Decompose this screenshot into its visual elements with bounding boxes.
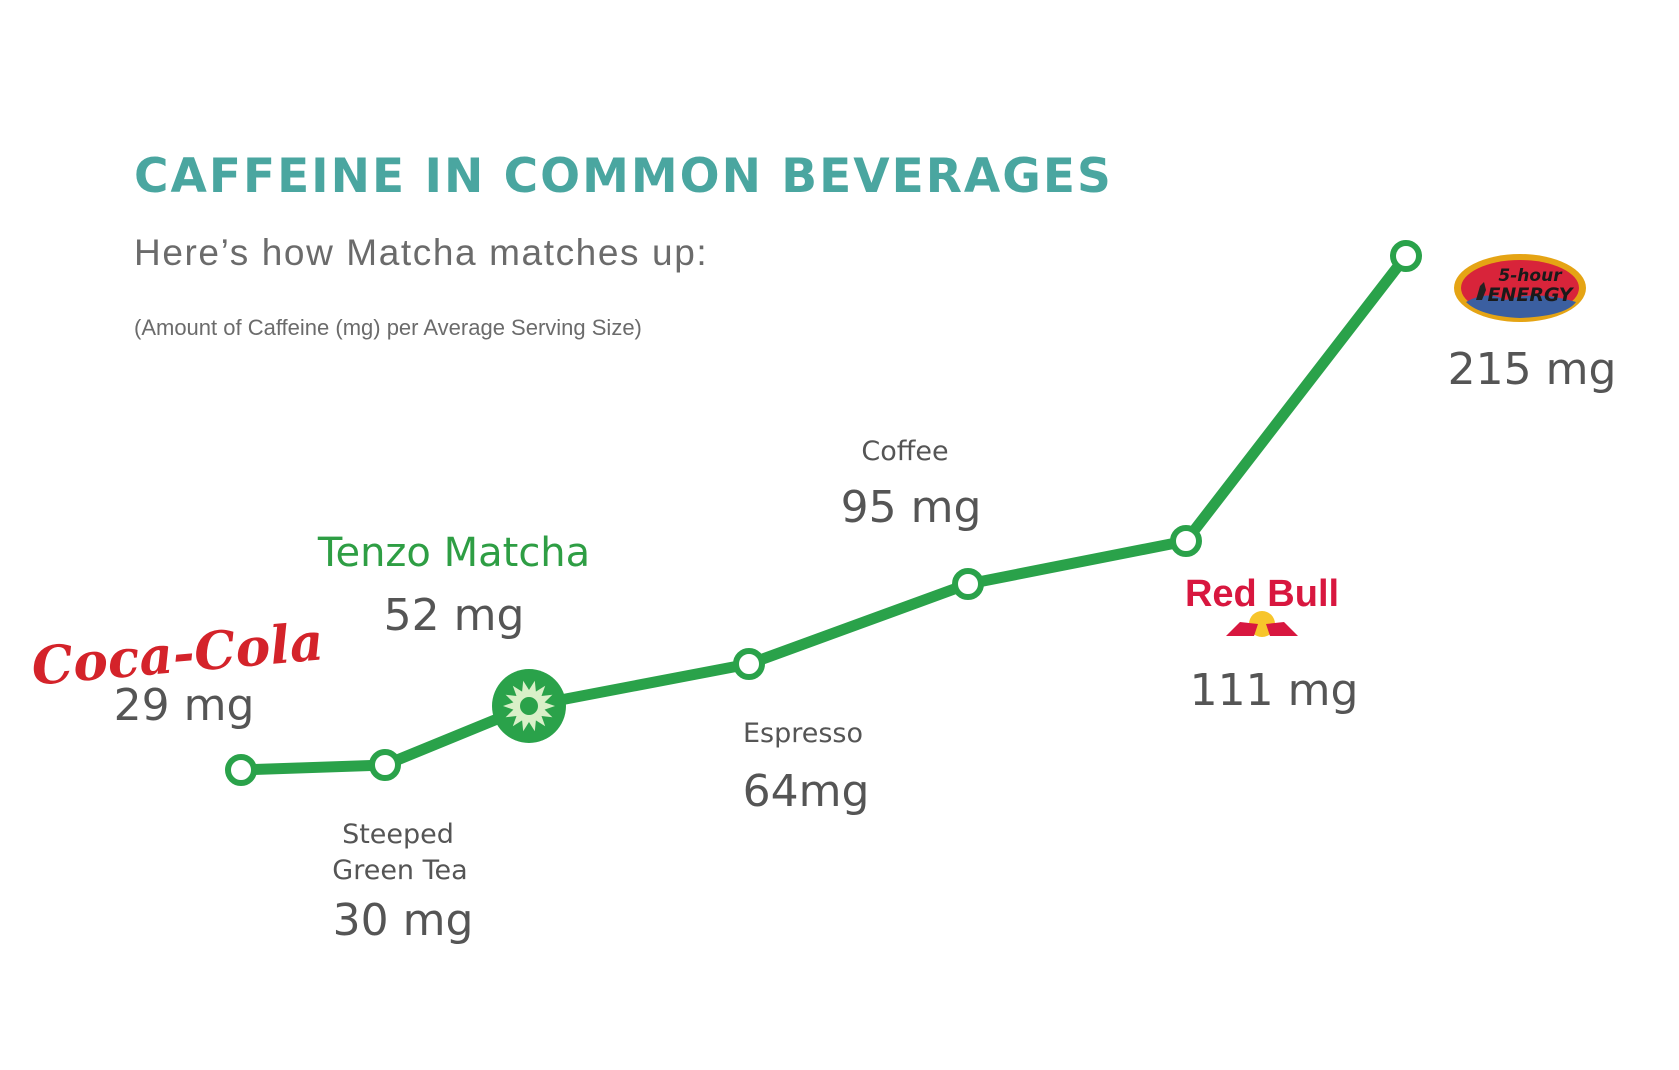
value-label: 95 mg bbox=[841, 482, 982, 533]
runner-icon bbox=[1476, 282, 1486, 300]
category-label: Coffee bbox=[861, 436, 948, 467]
data-point bbox=[952, 568, 984, 600]
category-label: Steeped bbox=[342, 819, 454, 850]
bull-right-icon bbox=[1266, 622, 1298, 636]
value-label: 30 mg bbox=[333, 895, 474, 946]
sun-core bbox=[516, 693, 542, 719]
five-hour-logo-bottom: ENERGY bbox=[1487, 284, 1574, 306]
five-hour-logo-top: 5-hour bbox=[1498, 266, 1563, 286]
bull-left-icon bbox=[1226, 622, 1258, 636]
chart-subtitle: Here’s how Matcha matches up: bbox=[134, 232, 708, 273]
points-layer bbox=[225, 240, 1422, 786]
red-bull-logo-text: Red Bull bbox=[1185, 573, 1339, 615]
five-hour-energy-logo: 5-hour ENERGY bbox=[1454, 254, 1586, 322]
value-label: 52 mg bbox=[384, 590, 525, 641]
chart-note: (Amount of Caffeine (mg) per Average Ser… bbox=[134, 315, 642, 340]
category-label: Espresso bbox=[743, 718, 863, 749]
value-label: 111 mg bbox=[1190, 665, 1359, 716]
category-label: Tenzo Matcha bbox=[317, 530, 590, 576]
red-bull-logo: Red Bull bbox=[1185, 573, 1339, 637]
data-point bbox=[1390, 240, 1422, 272]
data-point bbox=[1170, 525, 1202, 557]
category-label: Green Tea bbox=[332, 855, 467, 886]
mountain-icon bbox=[1466, 295, 1576, 318]
value-label: 64mg bbox=[743, 766, 870, 817]
labels-layer: 29 mg Steeped Green Tea 30 mg Tenzo Matcha 52… bbox=[114, 344, 1617, 946]
data-point bbox=[225, 754, 257, 786]
data-point bbox=[733, 648, 765, 680]
matcha-sun-icon bbox=[492, 669, 566, 743]
coca-cola-logo: Coca-Cola bbox=[29, 611, 326, 697]
coca-cola-logo-text: Coca-Cola bbox=[29, 611, 326, 697]
data-point bbox=[369, 749, 401, 781]
value-label: 29 mg bbox=[114, 680, 255, 731]
chart-title: CAFFEINE IN COMMON BEVERAGES bbox=[134, 149, 1113, 204]
value-label: 215 mg bbox=[1448, 344, 1617, 395]
